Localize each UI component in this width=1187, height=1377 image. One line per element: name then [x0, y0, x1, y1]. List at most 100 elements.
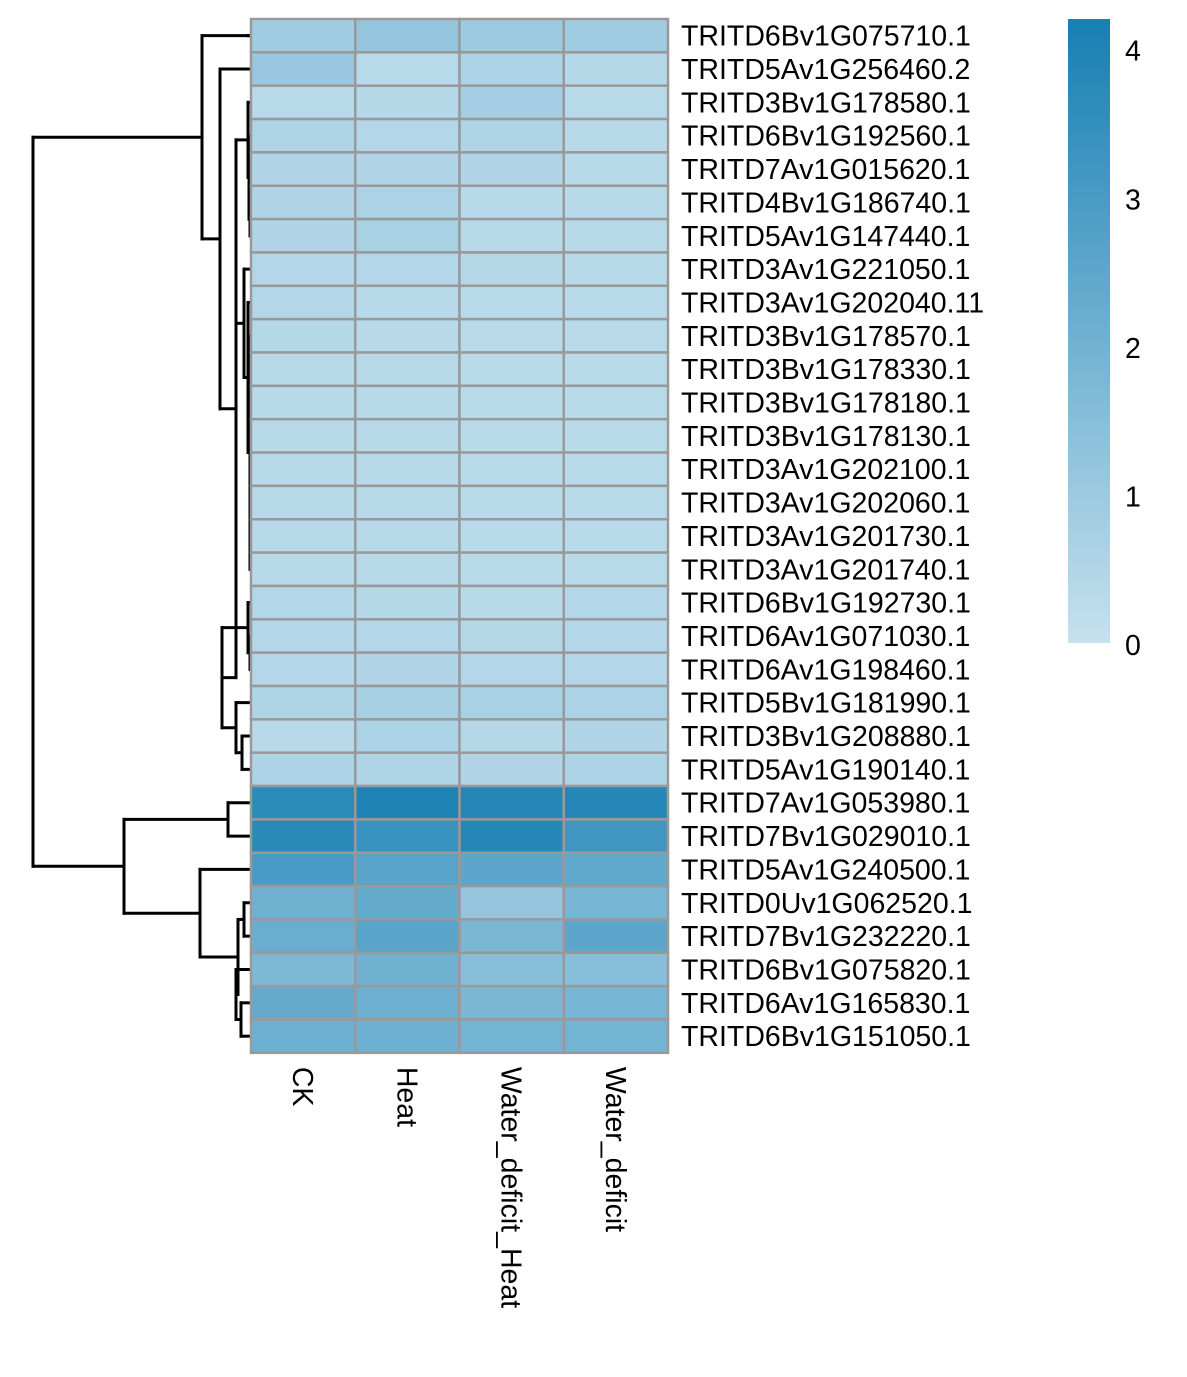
heatmap-cell	[249, 718, 357, 754]
color-legend-bar	[1068, 19, 1110, 643]
heatmap-cell	[562, 51, 670, 87]
heatmap-cell	[458, 751, 565, 788]
heatmap-cells	[249, 17, 670, 1055]
heatmap-cell	[562, 518, 670, 554]
heatmap-cell	[562, 484, 670, 521]
heatmap-cell	[354, 651, 461, 688]
row-label: TRITD3Bv1G178330.1	[681, 354, 971, 386]
heatmap-cell	[458, 117, 565, 154]
heatmap-cell	[249, 651, 357, 688]
heatmap-cell	[562, 217, 670, 254]
row-dendrogram	[31, 34, 253, 1038]
heatmap-cell	[458, 251, 565, 288]
heatmap-cell	[249, 918, 357, 955]
heatmap-cell	[354, 984, 461, 1021]
heatmap-cell	[458, 284, 565, 321]
heatmap-cell	[562, 117, 670, 154]
color-legend-ticks: 0 1 2 3 4	[1125, 36, 1141, 662]
heatmap-cell	[458, 584, 565, 621]
heatmap-cell	[458, 184, 565, 221]
heatmap-cell	[458, 217, 565, 254]
heatmap-cell	[562, 751, 670, 788]
row-label: TRITD6Bv1G192560.1	[681, 121, 971, 153]
heatmap-cell	[249, 184, 357, 221]
row-label: TRITD6Bv1G151050.1	[681, 1021, 971, 1053]
legend-tick-label: 0	[1125, 630, 1141, 662]
heatmap-cell	[249, 284, 357, 321]
heatmap-cell	[562, 451, 670, 488]
heatmap-cell	[354, 784, 461, 821]
row-label: TRITD6Bv1G075820.1	[681, 954, 971, 986]
heatmap-cell	[249, 584, 357, 621]
row-label: TRITD3Av1G221050.1	[681, 254, 970, 286]
row-label: TRITD6Bv1G075710.1	[681, 21, 971, 53]
heatmap-cell	[458, 17, 565, 54]
heatmap-cell	[354, 718, 461, 754]
heatmap-cell	[458, 784, 565, 821]
column-label: Water_deficit	[599, 1067, 631, 1232]
heatmap-cell	[249, 251, 357, 288]
heatmap-cell	[458, 518, 565, 554]
heatmap-cell	[562, 384, 670, 421]
row-label: TRITD5Av1G147440.1	[681, 221, 970, 253]
heatmap-cell	[562, 84, 670, 121]
heatmap-cell	[458, 1018, 565, 1055]
column-labels: CK Heat Water_deficit_Heat Water_deficit	[286, 1067, 631, 1308]
heatmap-cell	[562, 17, 670, 54]
heatmap-cell	[458, 551, 565, 588]
heatmap-cell	[354, 884, 461, 921]
heatmap-cell	[354, 951, 461, 988]
heatmap-cell	[562, 718, 670, 754]
heatmap-cell	[354, 317, 461, 354]
row-label: TRITD3Bv1G178580.1	[681, 87, 971, 119]
heatmap-cell	[562, 918, 670, 955]
legend-tick-label: 1	[1125, 481, 1141, 513]
heatmap-cell	[354, 151, 461, 187]
heatmap-cell	[354, 184, 461, 221]
heatmap-cell	[249, 884, 357, 921]
row-label: TRITD5Av1G190140.1	[681, 754, 970, 786]
row-label: TRITD3Bv1G178130.1	[681, 421, 971, 453]
legend-tick-label: 2	[1125, 333, 1141, 365]
heatmap-cell	[249, 417, 357, 454]
heatmap-cell	[458, 684, 565, 721]
legend-tick-label: 3	[1125, 184, 1141, 216]
heatmap-cell	[562, 651, 670, 688]
row-label: TRITD3Av1G201740.1	[681, 554, 970, 586]
heatmap-cell	[458, 884, 565, 921]
heatmap-cell	[354, 284, 461, 321]
heatmap-cell	[354, 1018, 461, 1055]
heatmap-cell	[458, 484, 565, 521]
heatmap-cell	[249, 1018, 357, 1055]
heatmap-cell	[562, 551, 670, 588]
heatmap-cell	[458, 417, 565, 454]
heatmap-cell	[458, 718, 565, 754]
heatmap-cell	[354, 417, 461, 454]
heatmap-cell	[249, 117, 357, 154]
heatmap-cell	[354, 251, 461, 288]
heatmap-cell	[354, 751, 461, 788]
color-legend: 0 1 2 3 4	[1068, 19, 1141, 662]
heatmap-cell	[354, 351, 461, 388]
heatmap-cell	[458, 818, 565, 855]
heatmap-cell	[458, 651, 565, 688]
heatmap-cell	[562, 417, 670, 454]
heatmap-cell	[562, 584, 670, 621]
heatmap-cell	[458, 918, 565, 955]
heatmap-cell	[354, 484, 461, 521]
heatmap-cell	[562, 151, 670, 187]
row-label: TRITD6Bv1G192730.1	[681, 588, 971, 620]
heatmap-cell	[562, 618, 670, 654]
heatmap-cell	[562, 184, 670, 221]
heatmap-cell	[249, 384, 357, 421]
heatmap-cell	[249, 951, 357, 988]
heatmap-cell	[562, 351, 670, 388]
heatmap-cell	[458, 51, 565, 87]
row-label: TRITD3Bv1G208880.1	[681, 721, 971, 753]
heatmap-cell	[458, 317, 565, 354]
row-label: TRITD3Av1G202040.11	[681, 287, 984, 319]
heatmap-cell	[249, 851, 357, 888]
column-label: CK	[286, 1067, 318, 1107]
heatmap-cell	[562, 784, 670, 821]
